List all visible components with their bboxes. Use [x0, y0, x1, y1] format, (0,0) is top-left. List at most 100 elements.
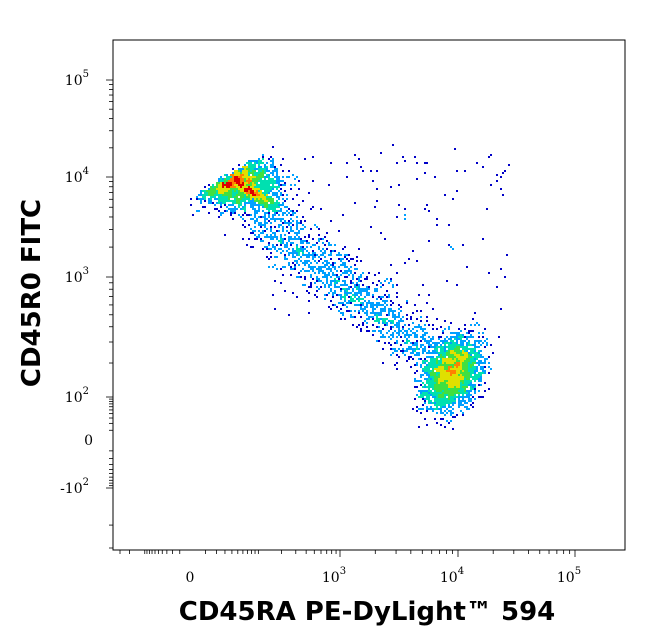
event-dot: [214, 194, 216, 196]
y-tick-label: 0: [84, 433, 93, 449]
event-dot: [258, 158, 260, 160]
event-dot: [390, 338, 392, 340]
event-dot: [470, 330, 472, 332]
event-dot: [198, 210, 200, 212]
event-dot: [340, 260, 342, 262]
event-dot: [446, 354, 448, 356]
event-dot: [470, 374, 472, 376]
event-dot: [442, 386, 444, 388]
event-dot: [284, 182, 286, 184]
event-dot: [444, 350, 446, 352]
event-dot: [232, 172, 234, 174]
event-dot: [402, 320, 404, 322]
event-dot: [250, 164, 252, 166]
event-dot: [390, 280, 392, 282]
event-dot: [452, 362, 454, 364]
event-dot: [432, 376, 434, 378]
event-dot: [332, 274, 334, 276]
event-dot: [436, 388, 438, 390]
event-dot: [446, 394, 448, 396]
event-dot: [268, 258, 270, 260]
event-dot: [386, 314, 388, 316]
event-dot: [264, 164, 266, 166]
event-dot: [218, 192, 220, 194]
event-dot: [264, 218, 266, 220]
event-dot: [338, 294, 340, 296]
event-dot: [388, 314, 390, 316]
event-dot: [376, 306, 378, 308]
event-dot: [284, 220, 286, 222]
event-dot: [268, 192, 270, 194]
event-dot: [454, 372, 456, 374]
event-dot: [454, 390, 456, 392]
event-dot: [220, 194, 222, 196]
event-dot: [340, 296, 342, 298]
event-dot: [296, 260, 298, 262]
event-dot: [326, 248, 328, 250]
event-dot: [302, 268, 304, 270]
event-dot: [328, 262, 330, 264]
event-dot: [372, 180, 374, 182]
event-dot: [430, 392, 432, 394]
event-dot: [446, 386, 448, 388]
event-dot: [236, 174, 238, 176]
event-dot: [254, 182, 256, 184]
event-dot: [414, 334, 416, 336]
event-dot: [474, 392, 476, 394]
event-dot: [444, 362, 446, 364]
event-dot: [260, 184, 262, 186]
event-dot: [412, 348, 414, 350]
event-dot: [462, 366, 464, 368]
event-dot: [288, 264, 290, 266]
event-dot: [328, 184, 330, 186]
event-dot: [448, 326, 450, 328]
event-dot: [330, 264, 332, 266]
event-dot: [378, 272, 380, 274]
event-dot: [244, 206, 246, 208]
event-dot: [276, 170, 278, 172]
event-dot: [344, 292, 346, 294]
event-dot: [214, 188, 216, 190]
event-dot: [254, 230, 256, 232]
event-dot: [242, 186, 244, 188]
event-dot: [420, 408, 422, 410]
event-dot: [468, 344, 470, 346]
event-dot: [448, 354, 450, 356]
event-dot: [458, 368, 460, 370]
event-dot: [370, 306, 372, 308]
event-dot: [358, 278, 360, 280]
event-dot: [242, 174, 244, 176]
event-dot: [486, 344, 488, 346]
event-dot: [222, 196, 224, 198]
event-dot: [424, 362, 426, 364]
event-dot: [428, 352, 430, 354]
event-dot: [452, 384, 454, 386]
event-dot: [402, 156, 404, 158]
event-dot: [224, 174, 226, 176]
event-dot: [442, 400, 444, 402]
event-dot: [358, 298, 360, 300]
event-dot: [430, 378, 432, 380]
event-dot: [276, 210, 278, 212]
event-dot: [396, 272, 398, 274]
event-dot: [322, 276, 324, 278]
event-dot: [444, 384, 446, 386]
event-dot: [242, 170, 244, 172]
event-dot: [444, 328, 446, 330]
event-dot: [470, 350, 472, 352]
event-dot: [384, 318, 386, 320]
event-dot: [426, 342, 428, 344]
event-dot: [344, 288, 346, 290]
event-dot: [478, 354, 480, 356]
event-dot: [256, 218, 258, 220]
event-dot: [432, 408, 434, 410]
event-dot: [238, 206, 240, 208]
event-dot: [478, 342, 480, 344]
event-dot: [256, 220, 258, 222]
event-dot: [470, 352, 472, 354]
event-dot: [304, 264, 306, 266]
event-dot: [260, 216, 262, 218]
event-dot: [466, 362, 468, 364]
event-dot: [470, 358, 472, 360]
event-dot: [416, 346, 418, 348]
